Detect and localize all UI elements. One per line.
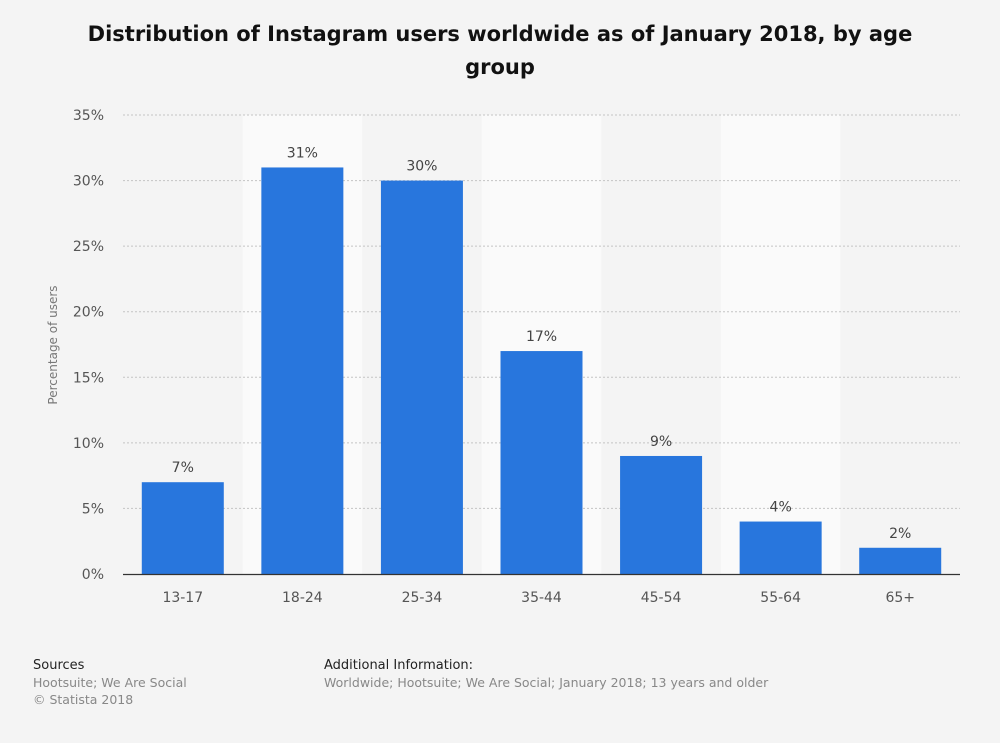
y-tick-label: 20% bbox=[73, 305, 104, 321]
data-label: 7% bbox=[172, 460, 194, 476]
y-axis-label: Percentage of users bbox=[46, 285, 60, 404]
y-tick-label: 0% bbox=[82, 567, 104, 583]
additional-info-text: Worldwide; Hootsuite; We Are Social; Jan… bbox=[324, 675, 769, 690]
y-tick-label: 15% bbox=[73, 370, 104, 386]
x-tick-label: 18-24 bbox=[282, 590, 323, 606]
x-tick-label: 25-34 bbox=[402, 590, 443, 606]
data-label: 2% bbox=[889, 526, 911, 542]
bar-13-17 bbox=[141, 482, 224, 574]
column-band bbox=[720, 115, 841, 574]
x-tick-label: 65+ bbox=[885, 590, 915, 606]
copyright: © Statista 2018 bbox=[33, 692, 134, 707]
bar-45-54 bbox=[620, 455, 703, 574]
y-tick-label: 10% bbox=[73, 436, 104, 452]
bar-55-64 bbox=[739, 521, 822, 574]
x-tick-label: 13-17 bbox=[162, 590, 203, 606]
x-tick-label: 45-54 bbox=[641, 590, 682, 606]
sources-block: Sources Hootsuite; We Are Social © Stati… bbox=[33, 657, 187, 708]
additional-info-label: Additional Information: bbox=[324, 658, 474, 673]
bar-chart: 0% 5% 10% 15% 20% 25% 30% 35% 7% 13-17 31% 18-24 30%… bbox=[46, 108, 960, 606]
data-label: 17% bbox=[526, 329, 557, 345]
data-label: 4% bbox=[770, 500, 792, 516]
additional-info-block: Additional Information: Worldwide; Hoots… bbox=[324, 657, 768, 691]
sources-label: Sources bbox=[33, 658, 85, 673]
y-tick-label: 25% bbox=[73, 239, 104, 255]
data-label: 31% bbox=[287, 145, 318, 161]
y-tick-label: 30% bbox=[73, 174, 104, 190]
bar-65+ bbox=[859, 547, 942, 574]
data-label: 30% bbox=[406, 159, 437, 175]
data-label: 9% bbox=[650, 434, 672, 450]
x-tick-label: 35-44 bbox=[521, 590, 562, 606]
x-tick-label: 55-64 bbox=[760, 590, 801, 606]
sources-text: Hootsuite; We Are Social bbox=[33, 675, 187, 690]
y-tick-label: 35% bbox=[73, 108, 104, 124]
chart-title: Distribution of Instagram users worldwid… bbox=[87, 22, 913, 79]
bar-35-44 bbox=[500, 351, 583, 574]
y-tick-label: 5% bbox=[82, 501, 104, 517]
bar-18-24 bbox=[261, 167, 344, 574]
bar-25-34 bbox=[380, 180, 463, 575]
